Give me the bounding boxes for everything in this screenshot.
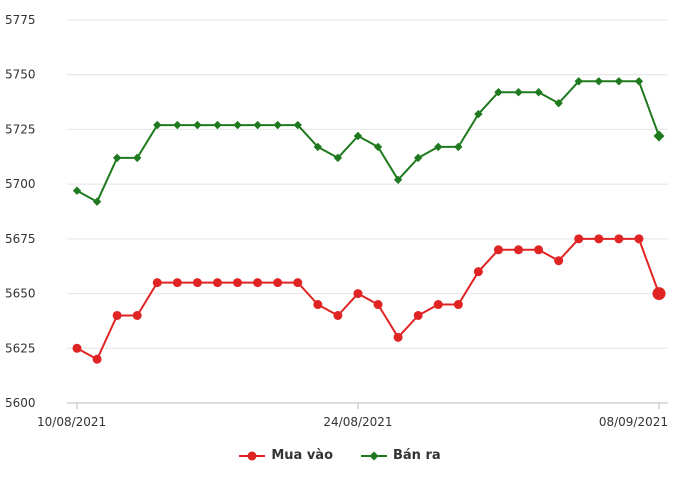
data-point-ban-ra: [112, 153, 122, 163]
data-point-ban-ra: [434, 142, 443, 152]
data-point-mua-vao: [152, 278, 162, 288]
data-point-ban-ra: [273, 120, 282, 130]
data-point-mua-vao: [634, 234, 644, 244]
legend-item-ban-ra[interactable]: Bán ra: [361, 448, 441, 463]
data-point-mua-vao: [652, 287, 666, 301]
data-point-ban-ra: [233, 120, 242, 130]
data-point-mua-vao: [493, 245, 503, 255]
x-tick-label: 10/08/2021: [37, 415, 106, 429]
gridlines: [67, 19, 668, 404]
data-point-mua-vao: [614, 234, 624, 244]
data-point-ban-ra: [213, 120, 222, 130]
data-point-mua-vao: [554, 256, 564, 266]
data-point-mua-vao: [72, 343, 82, 353]
y-tick-label: 5700: [5, 177, 36, 191]
data-point-ban-ra: [574, 77, 583, 86]
data-point-mua-vao: [112, 310, 122, 320]
data-point-mua-vao: [293, 278, 303, 288]
data-point-ban-ra: [193, 120, 202, 130]
data-point-mua-vao: [333, 310, 343, 320]
y-tick-label: 5775: [5, 13, 36, 27]
legend: Mua vào Bán ra: [0, 448, 680, 463]
data-point-ban-ra: [293, 120, 302, 130]
series-group: [72, 77, 666, 364]
data-point-mua-vao: [453, 300, 463, 310]
data-point-ban-ra: [353, 131, 363, 141]
data-point-ban-ra: [313, 142, 323, 152]
data-point-mua-vao: [393, 332, 403, 342]
data-point-ban-ra: [72, 186, 82, 195]
data-point-mua-vao: [313, 300, 323, 310]
data-point-mua-vao: [574, 234, 584, 244]
y-axis: 5600 5625 5650 5675 5700 5725 5750 5775: [5, 13, 36, 410]
data-point-ban-ra: [554, 98, 563, 108]
data-point-ban-ra: [634, 77, 644, 86]
data-point-ban-ra: [594, 77, 603, 86]
x-axis: 10/08/2021 24/08/2021 08/09/2021: [37, 403, 668, 429]
data-point-ban-ra: [494, 88, 503, 97]
data-point-mua-vao: [514, 245, 524, 255]
data-point-ban-ra: [653, 130, 665, 142]
data-point-ban-ra: [133, 153, 142, 163]
data-point-mua-vao: [212, 278, 222, 288]
data-point-ban-ra: [474, 109, 483, 119]
data-point-mua-vao: [233, 278, 243, 288]
data-point-ban-ra: [333, 153, 343, 163]
legend-circle-marker-icon: [239, 451, 266, 460]
y-tick-label: 5725: [5, 122, 36, 136]
data-point-mua-vao: [353, 289, 363, 299]
data-point-mua-vao: [253, 278, 263, 288]
data-point-ban-ra: [534, 88, 543, 97]
data-point-ban-ra: [413, 153, 423, 163]
data-point-ban-ra: [173, 120, 182, 130]
y-tick-label: 5750: [5, 68, 36, 82]
data-point-ban-ra: [153, 120, 162, 130]
series-line-mua-vao: [76, 237, 660, 361]
data-point-mua-vao: [413, 310, 423, 320]
y-tick-label: 5625: [5, 341, 36, 355]
data-point-ban-ra: [393, 175, 403, 184]
series-line-ban-ra: [76, 80, 660, 203]
data-point-ban-ra: [514, 88, 523, 97]
y-tick-label: 5675: [5, 232, 36, 246]
data-point-mua-vao: [594, 234, 604, 244]
x-tick-label: 24/08/2021: [323, 415, 392, 429]
y-tick-label: 5650: [5, 287, 36, 301]
legend-label-ban-ra: Bán ra: [393, 448, 441, 463]
data-point-mua-vao: [192, 278, 202, 288]
data-point-mua-vao: [473, 267, 483, 277]
data-point-ban-ra: [614, 77, 624, 86]
data-point-mua-vao: [534, 245, 544, 255]
data-point-mua-vao: [273, 278, 283, 288]
data-point-mua-vao: [373, 300, 383, 310]
legend-diamond-marker-icon: [361, 451, 387, 460]
data-point-mua-vao: [172, 278, 182, 288]
legend-label-mua-vao: Mua vào: [271, 448, 333, 463]
y-tick-label: 5600: [5, 396, 36, 410]
legend-item-mua-vao[interactable]: Mua vào: [239, 448, 333, 463]
data-point-ban-ra: [373, 142, 383, 152]
data-point-mua-vao: [132, 310, 142, 320]
data-point-mua-vao: [433, 300, 443, 310]
data-point-ban-ra: [253, 120, 262, 130]
data-point-ban-ra: [92, 197, 102, 206]
x-tick-label: 08/09/2021: [599, 415, 668, 429]
data-point-mua-vao: [92, 354, 102, 364]
data-point-ban-ra: [454, 142, 463, 152]
